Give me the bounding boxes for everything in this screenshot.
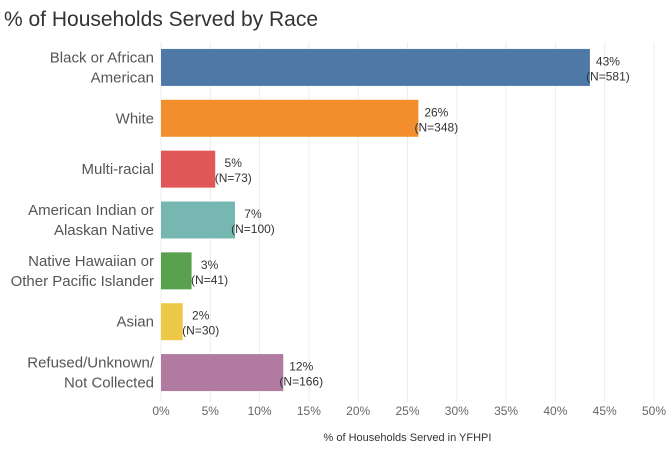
category-label: American Indian or (28, 202, 154, 219)
category-label: Refused/Unknown/ (27, 355, 155, 372)
bar (161, 48, 590, 86)
category-label: Asian (116, 314, 154, 331)
chart-title: % of Households Served by Race (4, 8, 319, 31)
data-label-count: (N=30) (182, 324, 219, 338)
category-label: Multi-racial (81, 161, 154, 178)
x-tick-label: 20% (346, 404, 370, 418)
x-tick-label: 30% (445, 404, 469, 418)
bar (161, 354, 284, 392)
x-tick-label: 5% (202, 404, 220, 418)
data-label-count: (N=41) (191, 273, 228, 287)
data-label-count: (N=348) (415, 120, 459, 134)
category-label: American (91, 69, 154, 86)
bar (161, 150, 216, 188)
x-tick-label: 50% (642, 404, 666, 418)
x-tick-label: 45% (593, 404, 617, 418)
x-tick-label: 25% (395, 404, 419, 418)
data-label-count: (N=100) (231, 222, 275, 236)
category-label: Other Pacific Islander (11, 273, 154, 290)
data-label-count: (N=166) (279, 375, 323, 389)
bar (161, 201, 235, 239)
data-label-percent: 5% (225, 156, 243, 170)
data-label-count: (N=73) (215, 171, 252, 185)
data-label-percent: 2% (192, 309, 210, 323)
x-tick-label: 15% (297, 404, 321, 418)
x-tick-label: 40% (543, 404, 567, 418)
bar (161, 252, 192, 290)
bar (161, 99, 419, 137)
data-label-percent: 3% (201, 258, 219, 272)
x-axis-title: % of Households Served in YFHPI (324, 432, 492, 444)
category-label: Native Hawaiian or (28, 253, 154, 270)
data-label-percent: 26% (424, 105, 448, 119)
x-tick-label: 35% (494, 404, 518, 418)
category-label: Black or African (50, 49, 154, 66)
data-label-percent: 12% (289, 360, 313, 374)
data-label-percent: 43% (596, 54, 620, 68)
bar (161, 303, 183, 341)
category-label: Not Collected (64, 375, 154, 392)
category-label: Alaskan Native (54, 222, 154, 239)
x-tick-label: 10% (248, 404, 272, 418)
data-label-count: (N=581) (586, 69, 630, 83)
data-label-percent: 7% (244, 207, 262, 221)
category-label: White (116, 110, 154, 127)
x-tick-label: 0% (152, 404, 170, 418)
